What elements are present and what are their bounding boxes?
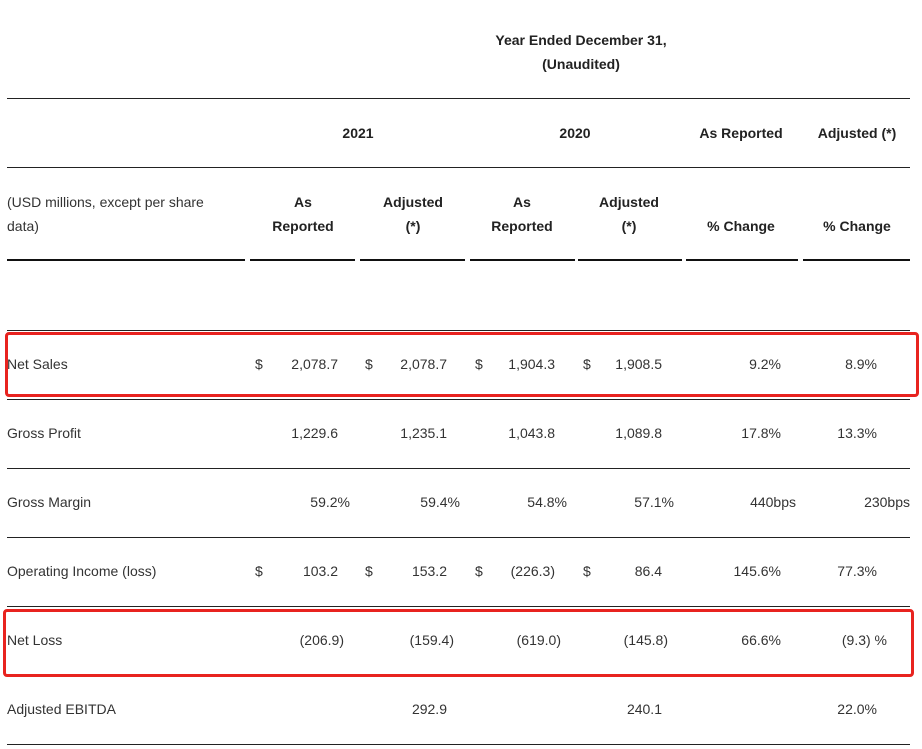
row-value: (206.9) <box>299 632 344 648</box>
currency-symbol: $ <box>365 356 373 372</box>
header-2021: 2021 <box>342 125 374 141</box>
row-value: 59.4% <box>420 494 460 510</box>
divider <box>7 537 910 538</box>
highlight-box-net-loss <box>3 609 914 677</box>
currency-symbol: $ <box>475 356 483 372</box>
row-value: (619.0) <box>516 632 561 648</box>
row-label: Gross Margin <box>7 494 92 510</box>
currency-symbol: $ <box>475 563 483 579</box>
divider <box>7 606 910 607</box>
row-value: 103.2 <box>302 563 338 579</box>
row-value: 54.8% <box>527 494 567 510</box>
row-value: 440bps <box>750 494 796 510</box>
table-title: Year Ended December 31, <box>495 32 667 48</box>
row-label: Gross Profit <box>7 425 81 441</box>
divider <box>7 744 910 745</box>
row-label: Net Sales <box>7 356 68 372</box>
row-label: Operating Income (loss) <box>7 563 157 579</box>
row-value: 1,043.8 <box>508 425 555 441</box>
divider <box>686 259 798 261</box>
row-value: 59.2% <box>310 494 350 510</box>
currency-symbol: $ <box>583 563 591 579</box>
row-value: (226.3) <box>510 563 555 579</box>
subheader-line2: % Change <box>707 218 775 234</box>
divider <box>470 259 575 261</box>
row-value: 22.0% <box>837 701 877 717</box>
row-value: 8.9% <box>845 356 877 372</box>
divider <box>7 468 910 469</box>
header-adjusted: Adjusted (*) <box>817 125 897 141</box>
header-2020: 2020 <box>559 125 591 141</box>
row-value: 1,089.8 <box>615 425 662 441</box>
row-value: (159.4) <box>409 632 454 648</box>
row-value: 1,229.6 <box>291 425 338 441</box>
row-value: 153.2 <box>411 563 447 579</box>
header-as-reported: As Reported <box>699 125 783 141</box>
divider <box>360 259 465 261</box>
divider <box>7 98 910 99</box>
subheader-line2: (*) <box>405 218 421 234</box>
row-value: 77.3% <box>837 563 877 579</box>
divider <box>7 167 910 168</box>
subheader-line1: As <box>294 194 312 210</box>
currency-symbol: $ <box>365 563 373 579</box>
subheader-line1: Adjusted <box>383 194 443 210</box>
subheader-line1: As <box>513 194 531 210</box>
units-label-line2: data) <box>7 218 39 234</box>
row-label: Adjusted EBITDA <box>7 701 116 717</box>
units-label-line1: (USD millions, except per share <box>7 194 204 210</box>
divider <box>7 399 910 400</box>
divider <box>578 259 682 261</box>
highlight-box-net-sales <box>5 332 919 397</box>
subheader-line2: Reported <box>491 218 553 234</box>
row-value: 13.3% <box>837 425 877 441</box>
row-value: 2,078.7 <box>400 356 447 372</box>
subheader-line2: Reported <box>272 218 334 234</box>
row-value: 1,904.3 <box>508 356 555 372</box>
table-subtitle: (Unaudited) <box>542 56 620 72</box>
row-value: 2,078.7 <box>291 356 338 372</box>
row-label: Net Loss <box>7 632 63 648</box>
row-value: 1,235.1 <box>400 425 447 441</box>
currency-symbol: $ <box>583 356 591 372</box>
row-value: 66.6% <box>741 632 781 648</box>
subheader-line2: (*) <box>621 218 637 234</box>
divider <box>7 330 910 331</box>
row-value: 292.9 <box>411 701 447 717</box>
row-value: 230bps <box>864 494 910 510</box>
row-value: (9.3) % <box>841 632 887 648</box>
subheader-line1: Adjusted <box>599 194 659 210</box>
row-value: (145.8) <box>623 632 668 648</box>
row-value: 240.1 <box>626 701 662 717</box>
row-value: 57.1% <box>634 494 674 510</box>
currency-symbol: $ <box>255 356 263 372</box>
subheader-line2: % Change <box>823 218 891 234</box>
row-value: 9.2% <box>749 356 781 372</box>
divider <box>250 259 355 261</box>
divider <box>803 259 910 261</box>
currency-symbol: $ <box>255 563 263 579</box>
row-value: 17.8% <box>741 425 781 441</box>
row-value: 1,908.5 <box>615 356 662 372</box>
row-value: 145.6% <box>733 563 781 579</box>
divider <box>7 259 245 261</box>
row-value: 86.4 <box>634 563 662 579</box>
